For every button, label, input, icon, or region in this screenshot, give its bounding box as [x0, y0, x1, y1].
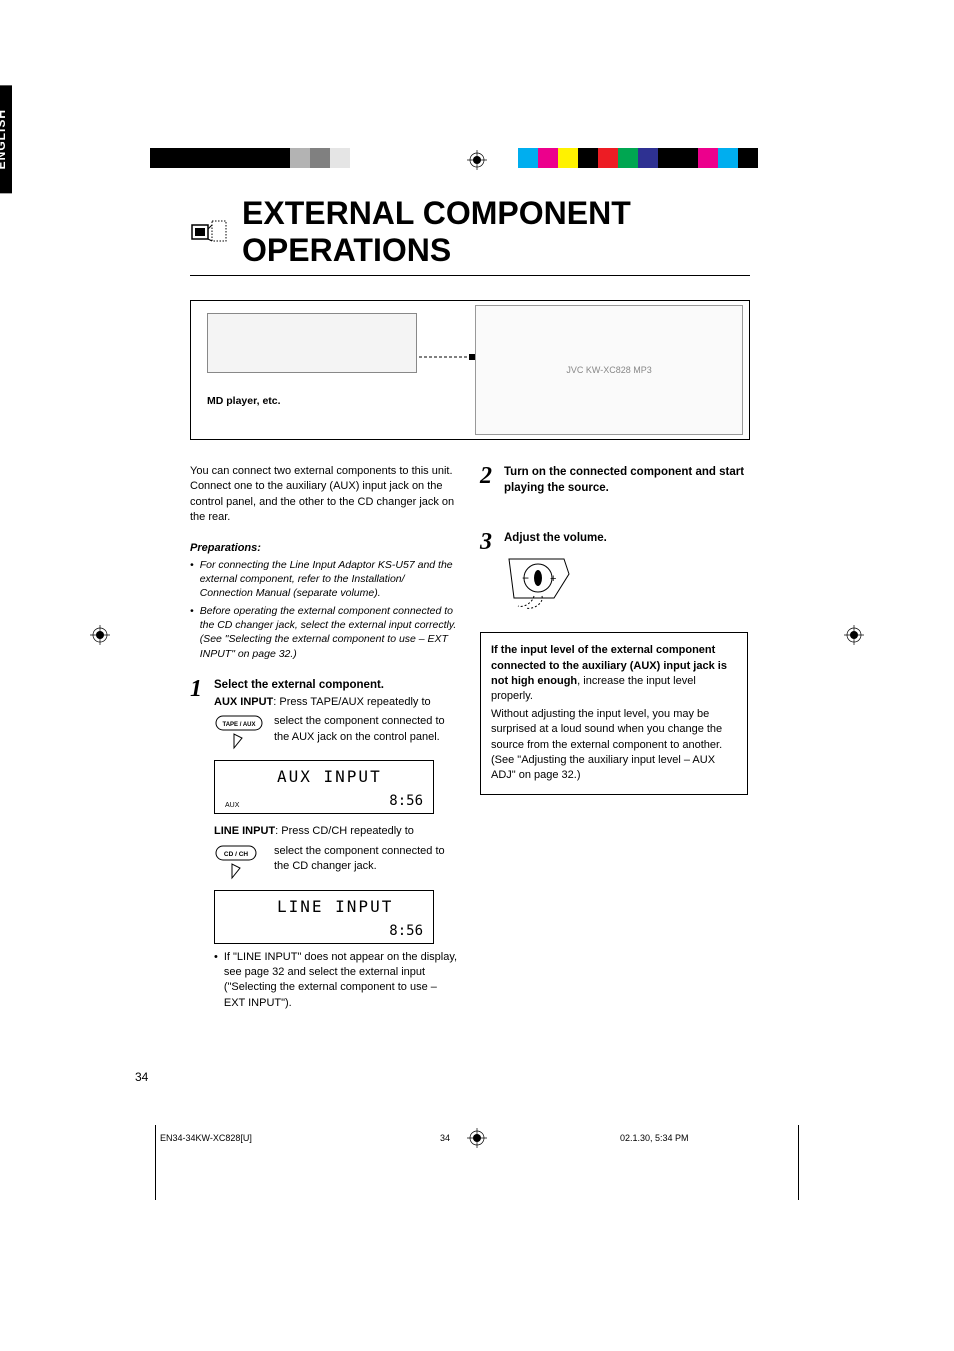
line-display-screen: LINE INPUT 8:56 — [214, 890, 434, 944]
volume-knob-icon: − + — [504, 554, 574, 610]
svg-text:CD / CH: CD / CH — [224, 851, 249, 858]
step-3: 3 Adjust the volume. − + — [480, 530, 748, 610]
prep-item: Before operating the external component … — [200, 604, 458, 661]
intro-text: Connect one to the auxiliary (AUX) input… — [190, 479, 458, 525]
registration-mark-icon — [467, 150, 487, 175]
aux-display-screen: AUX INPUT AUX 8:56 — [214, 760, 434, 814]
content-area: EXTERNAL COMPONENT OPERATIONS MD player,… — [135, 195, 819, 1011]
note-box: If the input level of the external compo… — [480, 632, 748, 795]
aux-button-desc: select the component connected to the AU… — [274, 714, 458, 745]
step-title: Select the external component. — [214, 677, 458, 693]
md-player-image — [207, 313, 417, 373]
page-number: 34 — [135, 1070, 148, 1084]
line-input-line: LINE INPUT: Press CD/CH repeatedly to — [214, 824, 458, 839]
right-column: 2 Turn on the connected component and st… — [480, 464, 748, 1011]
md-player-label: MD player, etc. — [207, 395, 470, 407]
registration-mark-icon — [90, 625, 110, 650]
step-2: 2 Turn on the connected component and st… — [480, 464, 748, 496]
display-time: 8:56 — [389, 793, 423, 809]
prep-item: For connecting the Line Input Adaptor KS… — [200, 558, 458, 601]
aux-input-line: AUX INPUT: Press TAPE/AUX repeatedly to — [214, 695, 458, 710]
step-number: 2 — [480, 464, 496, 496]
car-stereo-image: JVC KW-XC828 MP3 — [475, 305, 743, 435]
component-icon — [190, 217, 228, 247]
left-column: You can connect two external components … — [190, 464, 458, 1011]
page: ENGLISH EXTERNAL COMPONENT OPERATIONS MD… — [0, 0, 954, 1351]
svg-text:−: − — [522, 571, 529, 585]
step-number: 1 — [190, 677, 206, 1011]
footer: EN34-34KW-XC828[U] 34 02.1.30, 5:34 PM — [160, 1133, 760, 1143]
registration-mark-icon — [844, 625, 864, 650]
step-1: 1 Select the external component. AUX INP… — [190, 677, 458, 1011]
preparations-heading: Preparations: — [190, 542, 458, 554]
title-row: EXTERNAL COMPONENT OPERATIONS — [190, 195, 819, 269]
line-input-note: If "LINE INPUT" does not appear on the d… — [214, 950, 458, 1012]
svg-text:+: + — [550, 573, 556, 585]
display-main-text: AUX INPUT — [277, 767, 382, 786]
crop-rule — [155, 1125, 156, 1200]
display-time: 8:56 — [389, 923, 423, 939]
footer-timestamp: 02.1.30, 5:34 PM — [540, 1133, 760, 1143]
main-title: EXTERNAL COMPONENT OPERATIONS — [242, 195, 819, 269]
cd-ch-button-icon: CD / CH — [214, 844, 264, 880]
footer-doc-id: EN34-34KW-XC828[U] — [160, 1133, 350, 1143]
intro-text: You can connect two external components … — [190, 464, 458, 479]
title-underline — [190, 275, 750, 276]
step-number: 3 — [480, 530, 496, 610]
preparations-list: For connecting the Line Input Adaptor KS… — [190, 558, 458, 661]
printer-color-bar-right — [518, 148, 758, 168]
step-title: Turn on the connected component and star… — [504, 464, 748, 496]
connection-diagram: MD player, etc. JVC KW-XC828 MP3 — [190, 300, 750, 440]
line-button-desc: select the component connected to the CD… — [274, 844, 458, 875]
footer-page: 34 — [350, 1133, 540, 1143]
language-tab: ENGLISH — [0, 85, 12, 193]
crop-rule — [798, 1125, 799, 1200]
display-indicator: AUX — [225, 802, 239, 809]
display-main-text: LINE INPUT — [277, 897, 393, 916]
tape-aux-button-icon: TAPE / AUX — [214, 714, 264, 750]
printer-color-bar-left — [150, 148, 370, 168]
svg-text:TAPE / AUX: TAPE / AUX — [222, 722, 255, 728]
step-title: Adjust the volume. — [504, 530, 748, 546]
